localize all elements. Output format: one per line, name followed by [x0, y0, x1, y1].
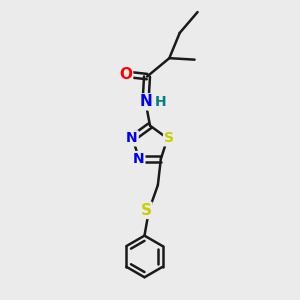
Text: N: N	[139, 94, 152, 110]
Text: S: S	[140, 203, 152, 218]
Text: O: O	[119, 67, 132, 82]
Text: N: N	[133, 152, 144, 166]
Text: N: N	[126, 131, 138, 146]
Text: H: H	[154, 95, 166, 109]
Text: S: S	[164, 131, 174, 146]
